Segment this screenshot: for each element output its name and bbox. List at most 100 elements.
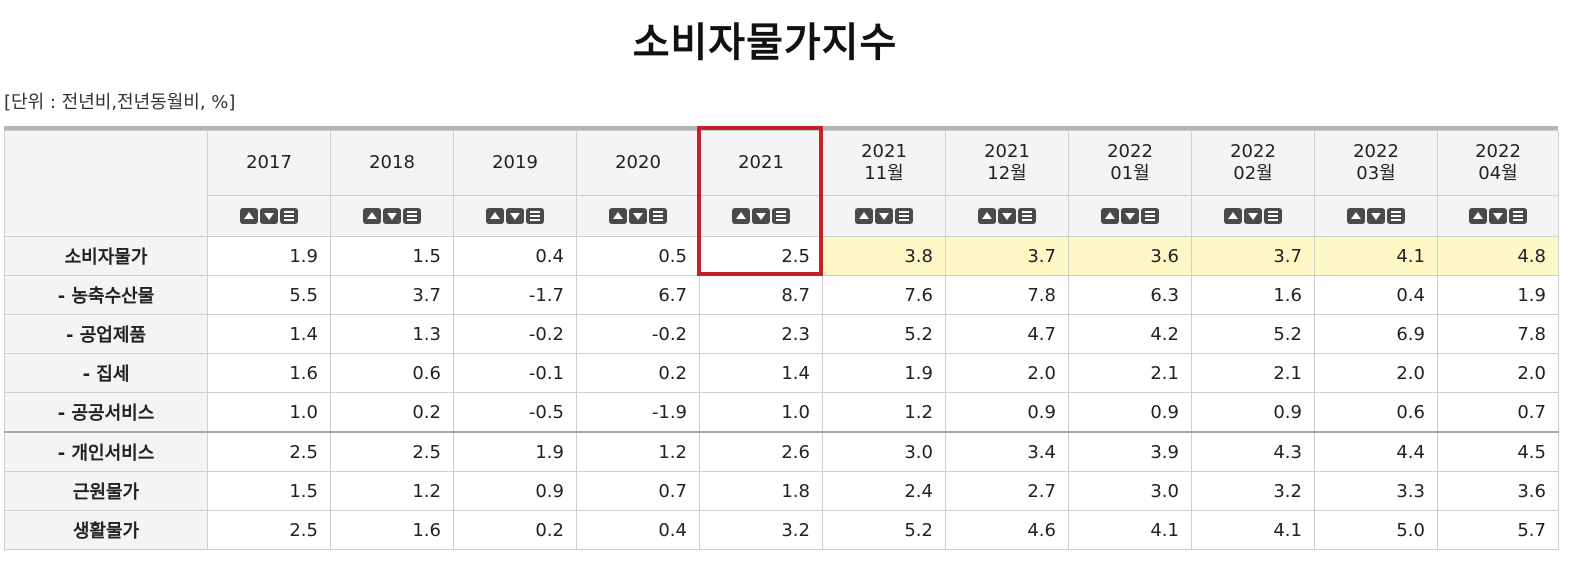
value-cell: 3.7 [330,275,454,315]
sort-asc-icon[interactable] [486,208,504,224]
value-cell: 5.5 [207,275,331,315]
sort-desc-icon[interactable] [1244,208,1262,224]
sort-cell-1 [330,195,454,237]
sort-desc-icon[interactable] [752,208,770,224]
value-cell: 3.0 [1068,471,1192,511]
value-cell: 0.7 [1437,392,1559,433]
page-title: 소비자물가지수 [632,20,898,66]
sort-cell-4 [699,195,823,237]
sort-asc-icon[interactable] [609,208,627,224]
table-row: - 공업제품 1.4 1.3 -0.2 -0.2 2.3 5.2 4.7 4.2 5.2 6.9 7.… [4,314,1559,354]
sort-buttons [1469,208,1527,224]
sort-buttons [240,208,298,224]
menu-icon[interactable] [1264,208,1282,224]
value-cell: 2.1 [1191,353,1315,393]
sort-asc-icon[interactable] [1224,208,1242,224]
row-label: - 공공서비스 [4,392,208,433]
menu-icon[interactable] [1018,208,1036,224]
value-cell: 1.4 [207,314,331,354]
sort-asc-icon[interactable] [855,208,873,224]
sort-desc-icon[interactable] [1121,208,1139,224]
value-cell: 1.6 [1191,275,1315,315]
value-cell: 3.0 [822,431,946,472]
column-header-year: 2017 [246,152,292,173]
menu-icon[interactable] [772,208,790,224]
sort-buttons [609,208,667,224]
value-cell: 0.2 [576,353,700,393]
sort-asc-icon[interactable] [240,208,258,224]
column-header-month: 04월 [1478,163,1518,184]
value-cell: 0.4 [453,236,577,276]
value-cell: 4.6 [945,510,1069,550]
sort-desc-icon[interactable] [629,208,647,224]
column-header-year: 2022 [1230,141,1276,162]
value-cell: 5.0 [1314,510,1438,550]
value-cell: 2.0 [1437,353,1559,393]
column-header-year: 2018 [369,152,415,173]
value-cell: 2.0 [945,353,1069,393]
sort-asc-icon[interactable] [1469,208,1487,224]
value-cell: 2.0 [1314,353,1438,393]
value-cell: 0.6 [1314,392,1438,433]
sort-desc-icon[interactable] [998,208,1016,224]
sort-asc-icon[interactable] [978,208,996,224]
sort-buttons [855,208,913,224]
value-cell: 3.7 [945,236,1069,276]
value-cell: 5.2 [822,510,946,550]
cpi-table: 2017 2018 2019 2020 2021 2021 11월 2021 12월 2022 01… [4,130,1559,550]
value-cell: 2.5 [699,236,823,276]
sort-cell-6 [945,195,1069,237]
value-cell: 1.4 [699,353,823,393]
sort-buttons [978,208,1036,224]
column-header-month: 01월 [1110,163,1150,184]
value-cell: 4.1 [1068,510,1192,550]
value-cell: 4.4 [1314,431,1438,472]
table-row: - 공공서비스 1.0 0.2 -0.5 -1.9 1.0 1.2 0.9 0.9 0.9 0.6 0… [4,392,1559,433]
value-cell: 1.6 [330,510,454,550]
menu-icon[interactable] [1387,208,1405,224]
value-cell: 3.6 [1068,236,1192,276]
value-cell: 4.8 [1437,236,1559,276]
row-label: - 공업제품 [4,314,208,354]
value-cell: 4.7 [945,314,1069,354]
sort-desc-icon[interactable] [1489,208,1507,224]
sort-desc-icon[interactable] [875,208,893,224]
value-cell: 2.5 [207,431,331,472]
column-header-year: 2022 [1353,141,1399,162]
row-label: - 농축수산물 [4,275,208,315]
menu-icon[interactable] [895,208,913,224]
sort-desc-icon[interactable] [506,208,524,224]
menu-icon[interactable] [1141,208,1159,224]
value-cell: 7.6 [822,275,946,315]
value-cell: 0.2 [453,510,577,550]
value-cell: 0.9 [453,471,577,511]
value-cell: 3.6 [1437,471,1559,511]
value-cell: 1.2 [576,431,700,472]
column-header-month: 11월 [864,163,904,184]
sort-buttons [363,208,421,224]
sort-asc-icon[interactable] [732,208,750,224]
menu-icon[interactable] [526,208,544,224]
value-cell: 3.9 [1068,431,1192,472]
value-cell: 4.5 [1437,431,1559,472]
sort-desc-icon[interactable] [383,208,401,224]
sort-asc-icon[interactable] [1347,208,1365,224]
sort-buttons [732,208,790,224]
menu-icon[interactable] [1509,208,1527,224]
sort-asc-icon[interactable] [1101,208,1119,224]
value-cell: 3.2 [1191,471,1315,511]
sort-desc-icon[interactable] [260,208,278,224]
menu-icon[interactable] [403,208,421,224]
menu-icon[interactable] [280,208,298,224]
table-row: - 집세 1.6 0.6 -0.1 0.2 1.4 1.9 2.0 2.1 2.1 2.0 2.0 [4,353,1559,393]
column-header-year: 2022 [1107,141,1153,162]
row-label: 생활물가 [4,510,208,550]
sort-buttons [486,208,544,224]
sort-asc-icon[interactable] [363,208,381,224]
value-cell: 6.9 [1314,314,1438,354]
value-cell: 2.4 [822,471,946,511]
column-header-month: 12월 [987,163,1027,184]
menu-icon[interactable] [649,208,667,224]
sort-desc-icon[interactable] [1367,208,1385,224]
value-cell: 1.2 [330,471,454,511]
